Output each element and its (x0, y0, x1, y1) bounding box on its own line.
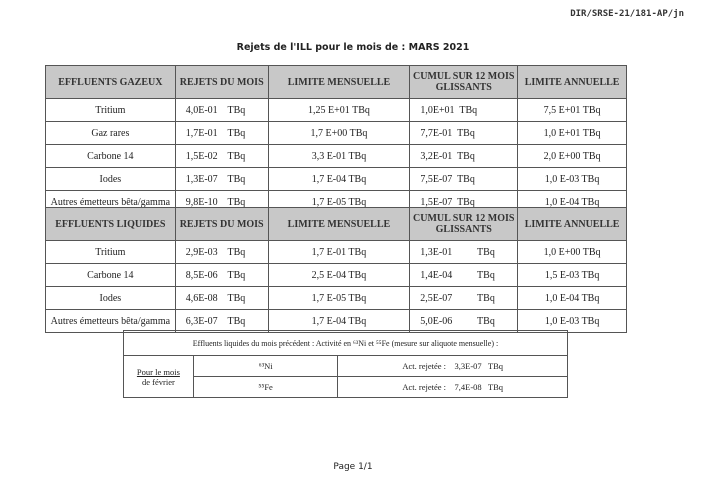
value-cell: 1,5E-02 TBq (174, 144, 269, 168)
table-row: Iodes 1,3E-07 TBq 1,7 E-04 TBq 7,5E-07 TBq 1… (45, 167, 627, 191)
previous-month-table: Effluents liquides du mois précédent : A… (123, 330, 568, 398)
nuclide-label: Tritium (45, 240, 176, 264)
column-header: LIMITE ANNUELLE (517, 207, 627, 241)
period-line1: Pour le mois (136, 366, 180, 377)
value-cell: 7,5E-07 TBq (409, 167, 519, 191)
nuclide-label: Carbone 14 (45, 144, 176, 168)
period-cell: Pour le mois de février (123, 355, 194, 398)
column-header: LIMITE MENSUELLE (267, 65, 411, 99)
value-cell: 8,5E-06 TBq (174, 263, 269, 287)
gaseous-effluents-table: EFFLUENTS GAZEUX REJETS DU MOIS LIMITE MEN… (45, 65, 627, 214)
nuclide-label: Gaz rares (45, 121, 176, 145)
table-row: Iodes 4,6E-08 TBq 1,7 E-05 TBq 2,5E-07 TBq 1… (45, 286, 627, 310)
nuclide-label: Tritium (45, 98, 176, 122)
activity: Act. rejetée : 3,3E-07 TBq (337, 355, 568, 377)
nuclide-label: Iodes (45, 167, 176, 191)
value-cell: 1,0 E-04 TBq (517, 286, 627, 310)
value-cell: 1,7 E-01 TBq (267, 240, 411, 264)
value-cell: 1,3E-07 TBq (174, 167, 269, 191)
table-row: Carbone 14 8,5E-06 TBq 2,5 E-04 TBq 1,4E-04… (45, 263, 627, 287)
period-line2: de février (142, 376, 175, 387)
value-cell: 4,0E-01 TBq (174, 98, 269, 122)
value-cell: 1,7E-01 TBq (174, 121, 269, 145)
value-cell: 4,6E-08 TBq (174, 286, 269, 310)
value-cell: 1,7 E-04 TBq (267, 167, 411, 191)
nuclide-label: Carbone 14 (45, 263, 176, 287)
value-cell: 1,3E-01 TBq (409, 240, 519, 264)
value-cell: 3,3 E-01 TBq (267, 144, 411, 168)
value-cell: 2,5 E-04 TBq (267, 263, 411, 287)
activity: Act. rejetée : 7,4E-08 TBq (337, 376, 568, 398)
document-reference: DIR/SRSE-21/181-AP/jn (570, 9, 684, 19)
table-row: Tritium 2,9E-03 TBq 1,7 E-01 TBq 1,3E-01 TB… (45, 240, 627, 264)
value-cell: 1,7 E+00 TBq (267, 121, 411, 145)
value-cell: 1,5 E-03 TBq (517, 263, 627, 287)
column-header: REJETS DU MOIS (174, 207, 269, 241)
table-row: Tritium 4,0E-01 TBq 1,25 E+01 TBq 1,0E+01 T… (45, 98, 627, 122)
value-cell: 1,0 E+01 TBq (517, 121, 627, 145)
column-header: CUMUL SUR 12 MOIS GLISSANTS (409, 65, 519, 99)
value-cell: 1,25 E+01 TBq (267, 98, 411, 122)
value-cell: 1,7 E-05 TBq (267, 286, 411, 310)
previous-caption: Effluents liquides du mois précédent : A… (123, 330, 568, 356)
value-cell: 1,0 E-03 TBq (517, 309, 627, 333)
value-cell: 1,4E-04 TBq (409, 263, 519, 287)
value-cell: 7,5 E+01 TBq (517, 98, 627, 122)
column-header: LIMITE MENSUELLE (267, 207, 411, 241)
page-number: Page 1/1 (333, 462, 373, 472)
value-cell: 3,2E-01 TBq (409, 144, 519, 168)
liquid-effluents-table: EFFLUENTS LIQUIDES REJETS DU MOIS LIMITE M… (45, 207, 627, 333)
value-cell: 1,0 E+00 TBq (517, 240, 627, 264)
column-header: CUMUL SUR 12 MOIS GLISSANTS (409, 207, 519, 241)
value-cell: 2,0 E+00 TBq (517, 144, 627, 168)
value-cell: 1,7 E-04 TBq (267, 309, 411, 333)
value-cell: 2,5E-07 TBq (409, 286, 519, 310)
value-cell: 2,9E-03 TBq (174, 240, 269, 264)
table-row: Autres émetteurs bêta/gamma 6,3E-07 TBq 1,… (45, 309, 627, 333)
page-title: Rejets de l'ILL pour le mois de : MARS 2… (236, 42, 470, 53)
table-row: Gaz rares 1,7E-01 TBq 1,7 E+00 TBq 7,7E-01 … (45, 121, 627, 145)
column-header: EFFLUENTS LIQUIDES (45, 207, 176, 241)
table-row: Carbone 14 1,5E-02 TBq 3,3 E-01 TBq 3,2E-01… (45, 144, 627, 168)
column-header: LIMITE ANNUELLE (517, 65, 627, 99)
column-header: REJETS DU MOIS (174, 65, 269, 99)
nuclide-label: Iodes (45, 286, 176, 310)
value-cell: 1,0E+01 TBq (409, 98, 519, 122)
nuclide: ⁶³Ni (192, 355, 339, 377)
value-cell: 1,0 E-03 TBq (517, 167, 627, 191)
value-cell: 7,7E-01 TBq (409, 121, 519, 145)
nuclide: ⁵⁵Fe (192, 376, 339, 398)
column-header: EFFLUENTS GAZEUX (45, 65, 176, 99)
